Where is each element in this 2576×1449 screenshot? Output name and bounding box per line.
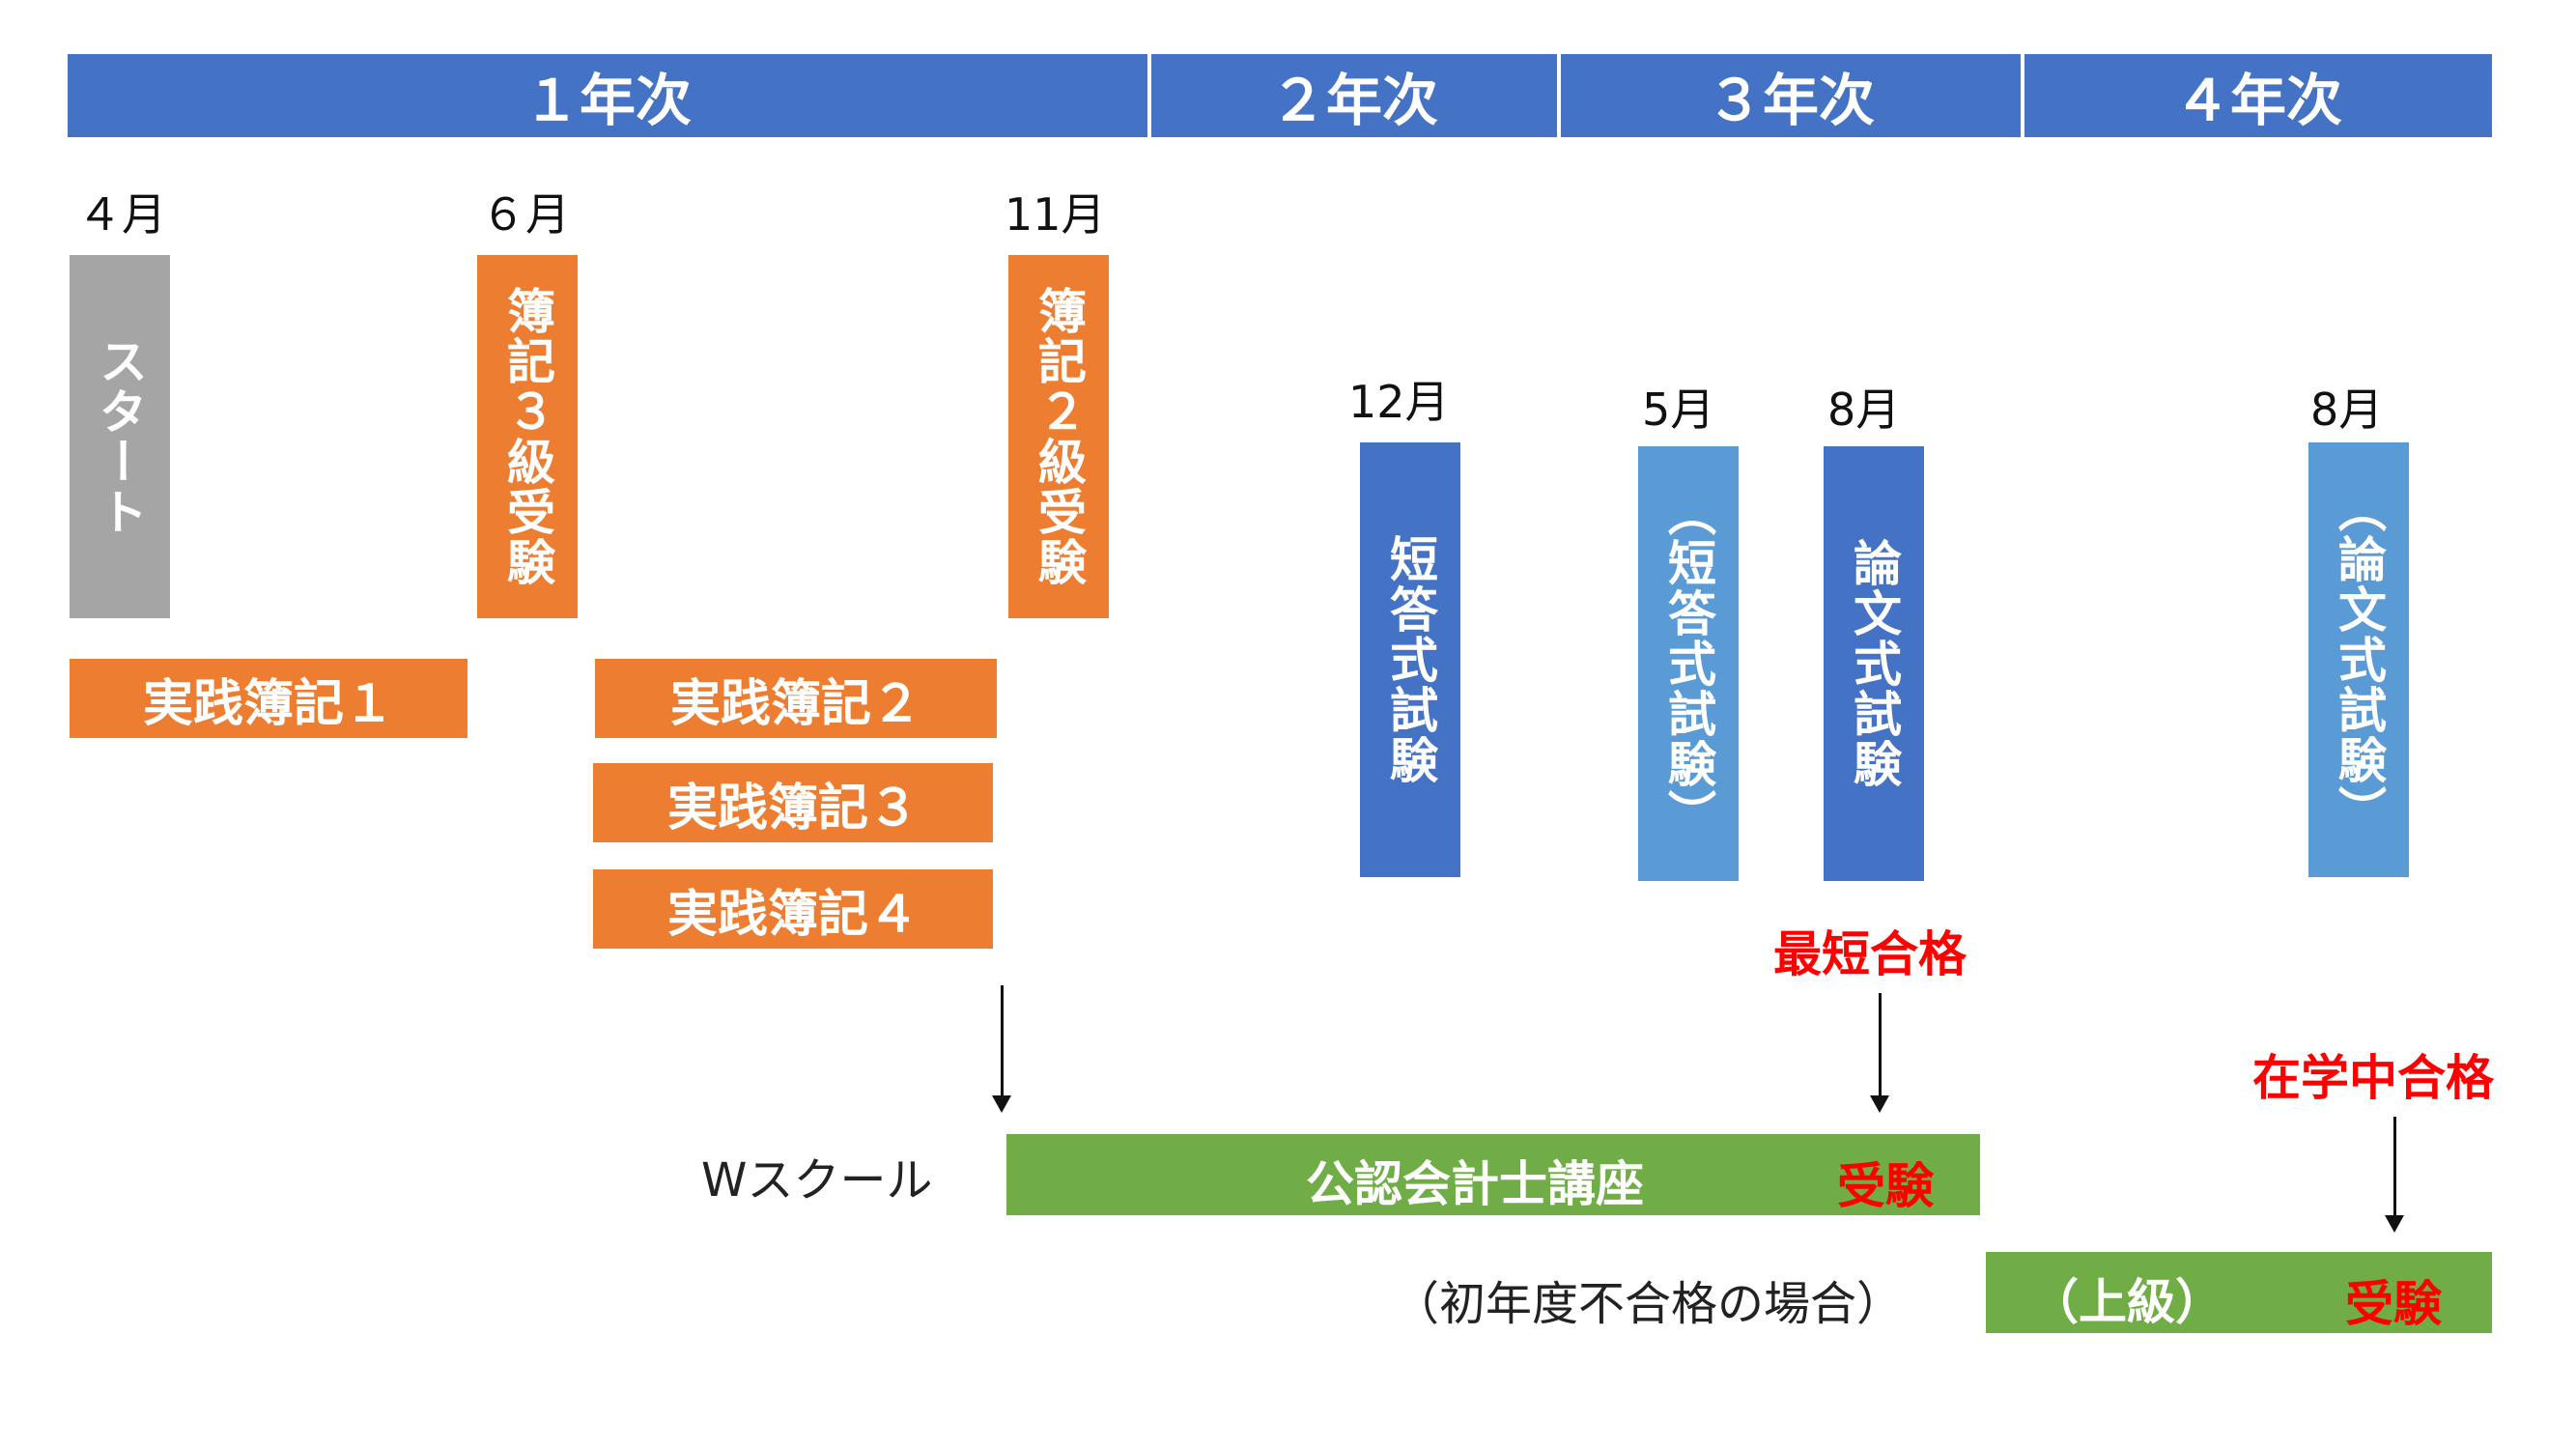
boki3-exam-label: 簿記３級受験 <box>499 286 555 587</box>
year-4-header: ４年次 <box>2024 54 2492 137</box>
year-1-label: １年次 <box>523 68 692 133</box>
course-bar-4: 実践簿記４ <box>593 869 993 949</box>
fail-case-label: （初年度不合格の場合） <box>1393 1277 1904 1331</box>
year-1-header: １年次 <box>68 54 1147 137</box>
arrow-fastest-pass <box>1870 993 1889 1113</box>
arrow-to-wschool <box>992 985 1011 1113</box>
year-3-header: ３年次 <box>1561 54 2021 137</box>
year-2-label: ２年次 <box>1269 68 1438 133</box>
course-label-2: 実践簿記２ <box>669 674 921 733</box>
advanced-course-bar: （上級） 受験 <box>1986 1252 2492 1333</box>
fastest-pass-label: 最短合格 <box>1773 926 1967 982</box>
in-school-pass-label: 在学中合格 <box>2252 1050 2494 1106</box>
course-bar-2: 実践簿記２ <box>595 659 997 738</box>
cpa-course-bar: 公認会計士講座 受験 <box>1006 1134 1980 1215</box>
month-label-april: ４月 <box>77 188 166 241</box>
month-label-august-y3: 8月 <box>1827 384 1901 436</box>
wschool-label: Wスクール <box>701 1153 933 1208</box>
essay-exam-retry-bar: （論文式試験） <box>2308 442 2409 877</box>
start-bar: スタート <box>70 255 170 618</box>
boki2-exam-label: 簿記２級受験 <box>1031 286 1087 587</box>
essay-exam-label: 論文式試験 <box>1846 538 1902 789</box>
advanced-course-exam-label: 受験 <box>2345 1276 2442 1332</box>
cpa-course-label: 公認会計士講座 <box>1306 1156 1644 1212</box>
course-label-3: 実践簿記３ <box>666 779 919 838</box>
short-answer-exam-retry-label: （短答式試験） <box>1660 488 1716 839</box>
cpa-course-exam-label: 受験 <box>1837 1158 1934 1214</box>
start-label: スタート <box>92 336 148 537</box>
boki2-exam-bar: 簿記２級受験 <box>1008 255 1109 618</box>
course-bar-1: 実践簿記１ <box>70 659 467 738</box>
essay-exam-bar: 論文式試験 <box>1824 446 1924 881</box>
year-4-label: ４年次 <box>2173 68 2342 133</box>
course-label-4: 実践簿記４ <box>666 885 919 944</box>
advanced-course-label: （上級） <box>2030 1274 2223 1330</box>
short-answer-exam-retry-bar: （短答式試験） <box>1638 446 1739 881</box>
short-answer-exam-label: 短答式試験 <box>1382 534 1438 785</box>
month-label-december: 12月 <box>1348 376 1450 428</box>
course-bar-3: 実践簿記３ <box>593 763 993 842</box>
month-label-june: ６月 <box>481 188 570 241</box>
month-label-august-y4: 8月 <box>2310 384 2384 436</box>
month-label-may: 5月 <box>1642 384 1715 436</box>
course-label-1: 実践簿記１ <box>142 674 394 733</box>
essay-exam-retry-label: （論文式試験） <box>2331 484 2387 836</box>
boki3-exam-bar: 簿記３級受験 <box>477 255 578 618</box>
month-label-november: 11月 <box>1005 188 1106 241</box>
year-2-header: ２年次 <box>1151 54 1557 137</box>
year-3-label: ３年次 <box>1706 68 1875 133</box>
short-answer-exam-bar: 短答式試験 <box>1360 442 1460 877</box>
arrow-in-school-pass <box>2385 1117 2404 1233</box>
